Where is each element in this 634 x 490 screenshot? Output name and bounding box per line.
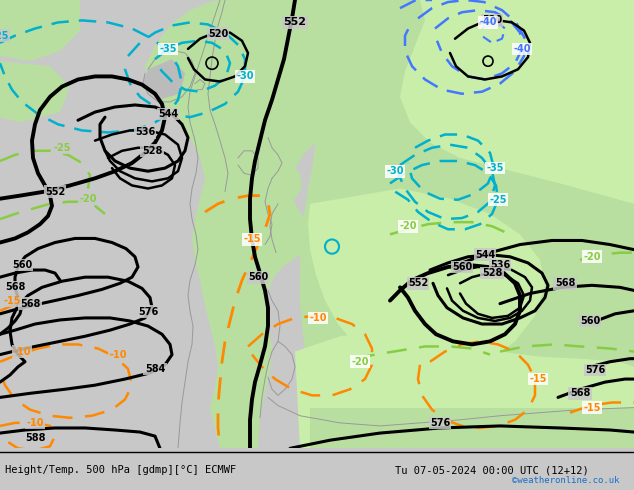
Text: -25: -25 xyxy=(0,31,9,41)
Text: Height/Temp. 500 hPa [gdmp][°C] ECMWF: Height/Temp. 500 hPa [gdmp][°C] ECMWF xyxy=(5,465,236,475)
Text: -20: -20 xyxy=(583,252,601,262)
Polygon shape xyxy=(278,202,292,222)
Text: 576: 576 xyxy=(430,418,450,428)
Text: -40: -40 xyxy=(514,44,531,54)
Text: -15: -15 xyxy=(583,403,601,413)
Text: -20: -20 xyxy=(79,194,97,204)
Polygon shape xyxy=(0,0,80,61)
Text: 560: 560 xyxy=(452,262,472,272)
Text: 544: 544 xyxy=(475,250,495,260)
Text: 536: 536 xyxy=(135,127,155,138)
Text: -25: -25 xyxy=(489,195,507,205)
Text: 568: 568 xyxy=(555,278,575,288)
Text: -30: -30 xyxy=(386,166,404,176)
Text: 536: 536 xyxy=(490,260,510,270)
Text: 552: 552 xyxy=(45,187,65,196)
Text: 560: 560 xyxy=(580,316,600,326)
Text: 552: 552 xyxy=(283,18,306,27)
Text: -40: -40 xyxy=(479,18,497,27)
Text: 520: 520 xyxy=(482,15,502,25)
Text: -10: -10 xyxy=(26,418,44,428)
Text: ©weatheronline.co.uk: ©weatheronline.co.uk xyxy=(512,476,620,485)
Text: 552: 552 xyxy=(408,278,428,288)
Text: -10: -10 xyxy=(309,313,327,323)
Polygon shape xyxy=(308,189,545,382)
Text: 568: 568 xyxy=(20,299,40,309)
Text: 560: 560 xyxy=(12,260,32,270)
Text: 576: 576 xyxy=(585,365,605,375)
Text: -20: -20 xyxy=(351,357,369,367)
Text: -35: -35 xyxy=(486,163,504,173)
Text: 528: 528 xyxy=(482,268,502,278)
Text: 568: 568 xyxy=(570,389,590,398)
Text: -35: -35 xyxy=(159,44,177,54)
Text: 544: 544 xyxy=(158,109,178,119)
Text: -15: -15 xyxy=(3,295,21,306)
Text: -15: -15 xyxy=(243,234,261,245)
Text: -15: -15 xyxy=(529,374,547,384)
Text: 520: 520 xyxy=(208,28,228,39)
Text: 560: 560 xyxy=(248,272,268,282)
Text: 584: 584 xyxy=(145,364,165,374)
Text: 588: 588 xyxy=(25,433,45,443)
Polygon shape xyxy=(310,408,634,448)
Text: -10: -10 xyxy=(109,349,127,360)
Polygon shape xyxy=(0,61,70,122)
Polygon shape xyxy=(145,0,395,448)
Text: -30: -30 xyxy=(236,72,254,81)
Text: Tu 07-05-2024 00:00 UTC (12+12): Tu 07-05-2024 00:00 UTC (12+12) xyxy=(395,465,589,475)
Polygon shape xyxy=(298,0,634,448)
Text: 568: 568 xyxy=(5,282,25,293)
Text: -20: -20 xyxy=(399,221,417,231)
Polygon shape xyxy=(142,59,185,100)
Polygon shape xyxy=(295,331,634,448)
Text: 528: 528 xyxy=(142,146,162,156)
Text: -10: -10 xyxy=(13,346,31,357)
Polygon shape xyxy=(272,166,302,202)
Polygon shape xyxy=(400,0,634,204)
Text: -25: -25 xyxy=(53,143,71,153)
Text: 576: 576 xyxy=(138,307,158,317)
